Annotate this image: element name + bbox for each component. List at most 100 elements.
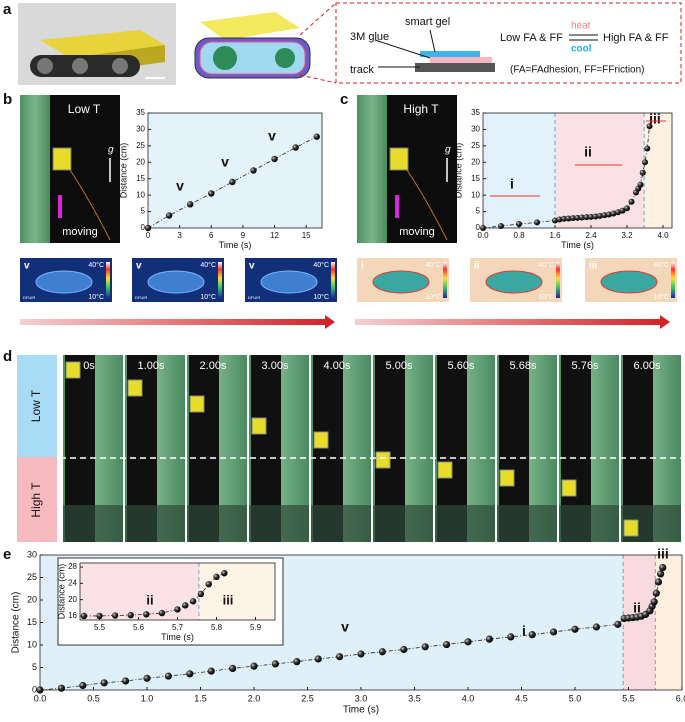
label-heat: heat	[571, 21, 591, 32]
annotation: iii	[657, 546, 669, 562]
y-tick-label: 0	[141, 223, 146, 232]
y-tick-label: 35	[136, 108, 145, 117]
robot	[623, 519, 639, 537]
annotation: ii	[584, 144, 592, 160]
data-point	[614, 620, 622, 628]
track-layer	[415, 63, 495, 72]
x-tick-label: 1.6	[549, 231, 561, 240]
thermal-max: 40°C	[425, 261, 441, 269]
data-point	[615, 209, 621, 216]
x-tick-label: 3	[177, 231, 182, 240]
x-tick-label: 5.8	[211, 623, 223, 632]
thermal-min: 10°C	[313, 293, 329, 301]
x-axis-label: Time (s)	[343, 704, 379, 715]
x-tick-label: 1.0	[141, 693, 154, 703]
data-point	[601, 212, 608, 219]
y-tick-label: 30	[471, 125, 480, 134]
panel-label: c	[340, 91, 348, 108]
data-point	[654, 578, 663, 586]
thermal-scale	[443, 262, 447, 298]
data-point	[79, 681, 87, 690]
panel-label: b	[3, 91, 12, 108]
y-tick-label: 15	[27, 617, 37, 627]
robot	[437, 461, 453, 479]
frame-time: 4.00s	[324, 360, 351, 372]
data-point	[111, 612, 119, 619]
data-point	[205, 580, 212, 588]
x-tick-label: 5.7	[172, 623, 184, 632]
thermal-tag: i	[361, 261, 364, 272]
frame-floor	[373, 505, 433, 542]
data-point	[313, 133, 320, 140]
frame-floor	[249, 505, 309, 542]
data-point	[657, 570, 665, 578]
annotation: v	[221, 154, 229, 170]
data-point	[642, 159, 648, 166]
thermal-min: 10°C	[425, 293, 441, 301]
robot	[375, 451, 391, 469]
x-tick-label: 3.2	[621, 231, 633, 240]
moving-label: moving	[62, 226, 97, 238]
robot	[65, 361, 81, 379]
label-low: Low FA & FF	[500, 32, 563, 44]
thermal-min: 10°C	[200, 293, 216, 301]
x-tick-label: 5.5	[94, 623, 106, 632]
tether	[69, 169, 111, 241]
data-point	[271, 155, 278, 163]
label-gel: smart gel	[405, 16, 450, 28]
data-point	[221, 569, 228, 577]
data-point	[229, 178, 236, 186]
x-tick-label: 4.5	[515, 693, 528, 703]
thermal-object	[260, 270, 318, 294]
frame-floor	[559, 505, 619, 542]
data-point	[208, 190, 215, 197]
y-tick-label: 0	[476, 223, 481, 232]
data-point	[561, 215, 567, 222]
data-point	[659, 564, 667, 572]
photo-grass	[20, 95, 50, 243]
data-point	[143, 674, 151, 682]
data-point	[165, 212, 173, 219]
region	[555, 113, 645, 228]
frame-time: 3.00s	[262, 360, 289, 372]
x-tick-label: 6.0	[676, 693, 685, 703]
x-axis-label: Time (s)	[161, 632, 194, 642]
data-point	[571, 625, 579, 633]
region	[198, 563, 275, 620]
wheel	[37, 58, 53, 74]
high-t-label: High T	[29, 482, 43, 518]
y-tick-label: 28	[68, 562, 77, 571]
y-tick-label: 30	[136, 125, 145, 134]
annotation: i	[522, 623, 526, 639]
data-point	[579, 214, 585, 221]
x-tick-label: 2.5	[301, 693, 314, 703]
y-tick-label: 10	[136, 190, 145, 199]
data-point	[378, 648, 386, 656]
thermal-max: 40°C	[88, 261, 104, 269]
x-tick-label: 6	[209, 231, 214, 240]
data-point	[189, 598, 197, 605]
x-tick-label: 5.5	[622, 693, 635, 703]
panel-label: a	[3, 1, 12, 18]
glue-layer	[430, 57, 492, 63]
data-point	[550, 628, 558, 636]
data-point	[652, 589, 660, 597]
data-point	[36, 686, 44, 694]
data-point	[357, 650, 365, 658]
y-tick-label: 20	[136, 157, 145, 166]
frame-time: 5.60s	[448, 360, 475, 372]
data-point	[144, 224, 152, 232]
photo-grass	[357, 95, 387, 243]
data-point	[186, 201, 194, 208]
plot-frame	[482, 112, 673, 229]
data-point	[207, 667, 215, 675]
robot	[189, 395, 205, 413]
moving-label: moving	[399, 226, 434, 238]
region	[80, 563, 199, 620]
y-tick-label: 20	[27, 594, 37, 604]
temperature-arrow	[20, 315, 335, 329]
data-point	[250, 662, 258, 670]
region	[623, 555, 656, 690]
data-point	[480, 225, 486, 231]
